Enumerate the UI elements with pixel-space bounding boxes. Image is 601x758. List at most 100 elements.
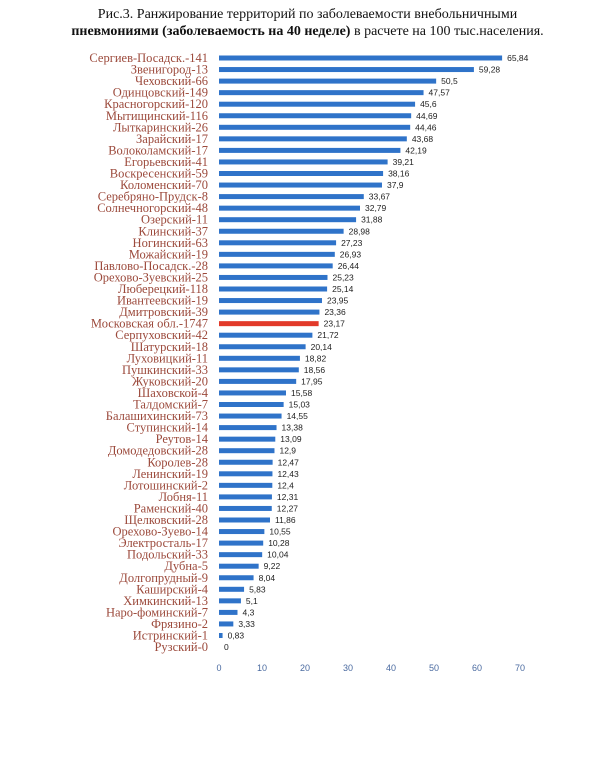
highlighted-bar bbox=[219, 321, 319, 327]
bar bbox=[219, 563, 259, 569]
value-label: 5,1 bbox=[246, 596, 258, 606]
caption-line-2-rest: в расчете на 100 тыс.населения. bbox=[350, 24, 544, 39]
value-label: 33,67 bbox=[369, 192, 391, 202]
value-label: 32,79 bbox=[365, 203, 387, 213]
value-label: 4,3 bbox=[242, 607, 254, 617]
bar bbox=[219, 147, 401, 153]
bar bbox=[219, 228, 344, 234]
category-label: Наро-фоминский-7 bbox=[106, 605, 208, 619]
value-label: 45,6 bbox=[420, 99, 437, 109]
bar bbox=[219, 402, 284, 407]
category-label: Луховицкий-11 bbox=[127, 351, 208, 365]
category-label: Одинцовский-149 bbox=[113, 86, 208, 100]
x-tick-label: 20 bbox=[300, 663, 310, 673]
category-label: Лотошинский-2 bbox=[124, 478, 208, 492]
bar bbox=[219, 529, 265, 535]
value-label: 27,23 bbox=[341, 238, 363, 248]
value-label: 12,4 bbox=[277, 480, 294, 490]
bar bbox=[219, 286, 328, 292]
value-label: 31,88 bbox=[361, 215, 383, 225]
bar bbox=[219, 90, 424, 96]
bar bbox=[219, 113, 412, 119]
value-label: 38,16 bbox=[388, 169, 410, 179]
value-label: 42,19 bbox=[405, 145, 427, 155]
category-label: Красногорский-120 bbox=[104, 97, 208, 111]
bar bbox=[219, 136, 407, 142]
category-label: Егорьевский-41 bbox=[124, 155, 208, 169]
bar bbox=[219, 517, 270, 523]
bar bbox=[219, 171, 384, 176]
category-label: Каширский-4 bbox=[136, 582, 208, 596]
bar bbox=[219, 552, 263, 558]
x-tick-label: 60 bbox=[472, 663, 482, 673]
value-label: 0,83 bbox=[228, 631, 245, 641]
category-label: Люберецкий-118 bbox=[118, 282, 208, 296]
category-label: Рузский-0 bbox=[154, 640, 208, 654]
value-label: 8,04 bbox=[259, 573, 276, 583]
value-label: 15,03 bbox=[289, 400, 311, 410]
value-label: 50,5 bbox=[441, 76, 458, 86]
category-label: Ступинский-14 bbox=[127, 421, 209, 435]
category-label: Шатурский-18 bbox=[131, 340, 208, 354]
category-label: Воскресенский-59 bbox=[110, 167, 208, 181]
category-label: Ивантеевский-19 bbox=[117, 294, 208, 308]
category-label: Шаховской-4 bbox=[138, 386, 209, 400]
bar bbox=[219, 471, 273, 477]
value-label: 28,98 bbox=[349, 226, 371, 236]
category-label: Пушкинский-33 bbox=[122, 363, 208, 377]
bar bbox=[219, 194, 364, 200]
category-label: Долгопрудный-9 bbox=[119, 571, 208, 585]
bar bbox=[219, 505, 272, 511]
category-label: Королев-28 bbox=[147, 455, 208, 469]
value-label: 17,95 bbox=[301, 376, 323, 386]
bar bbox=[219, 240, 337, 246]
bar bbox=[219, 378, 297, 384]
category-label: Сергиев-Посадск.-141 bbox=[89, 51, 208, 65]
bar bbox=[219, 482, 273, 488]
category-label: Серебряно-Прудск-8 bbox=[98, 190, 208, 204]
bar bbox=[219, 205, 360, 211]
bar bbox=[219, 274, 328, 280]
category-label: Дубна-5 bbox=[164, 559, 208, 573]
figure-caption: Рис.3. Ранжирование территорий по заболе… bbox=[40, 6, 575, 40]
category-label: Можайский-19 bbox=[129, 247, 208, 261]
value-label: 39,21 bbox=[393, 157, 415, 167]
category-label: Зарайский-17 bbox=[136, 132, 208, 146]
caption-line-1: Рис.3. Ранжирование территорий по заболе… bbox=[97, 7, 518, 22]
value-label: 12,47 bbox=[278, 457, 300, 467]
value-label: 25,23 bbox=[332, 272, 354, 282]
category-label: Дмитровский-39 bbox=[119, 305, 208, 319]
value-label: 25,14 bbox=[332, 284, 354, 294]
bar bbox=[219, 413, 282, 419]
bar bbox=[219, 78, 437, 84]
value-label: 12,9 bbox=[279, 446, 296, 456]
value-label: 26,44 bbox=[338, 261, 360, 271]
category-label: Московская обл.-1747 bbox=[91, 317, 208, 331]
value-label: 11,86 bbox=[275, 515, 296, 525]
bar bbox=[219, 459, 273, 465]
bar bbox=[219, 217, 357, 223]
bar bbox=[219, 55, 503, 61]
value-label: 23,36 bbox=[324, 307, 346, 317]
value-label: 12,27 bbox=[277, 503, 299, 513]
x-tick-label: 40 bbox=[386, 663, 396, 673]
category-label: Мытищинский-116 bbox=[106, 109, 208, 123]
bar bbox=[219, 332, 313, 338]
value-label: 43,68 bbox=[412, 134, 434, 144]
category-label: Подольский-33 bbox=[127, 548, 208, 562]
category-label: Жуковский-20 bbox=[132, 374, 208, 388]
category-label: Химкинский-13 bbox=[123, 594, 208, 608]
x-tick-label: 0 bbox=[216, 663, 221, 673]
x-tick-label: 50 bbox=[429, 663, 439, 673]
category-label: Истринский-1 bbox=[133, 629, 208, 643]
bar bbox=[219, 367, 299, 373]
value-label: 23,95 bbox=[327, 296, 349, 306]
bar bbox=[219, 298, 322, 304]
bar bbox=[219, 67, 474, 73]
category-label: Щелковский-28 bbox=[124, 513, 208, 527]
category-label: Ленинский-19 bbox=[132, 467, 208, 481]
bar bbox=[219, 344, 306, 350]
category-label: Лыткаринский-26 bbox=[113, 120, 208, 134]
x-tick-label: 10 bbox=[257, 663, 267, 673]
